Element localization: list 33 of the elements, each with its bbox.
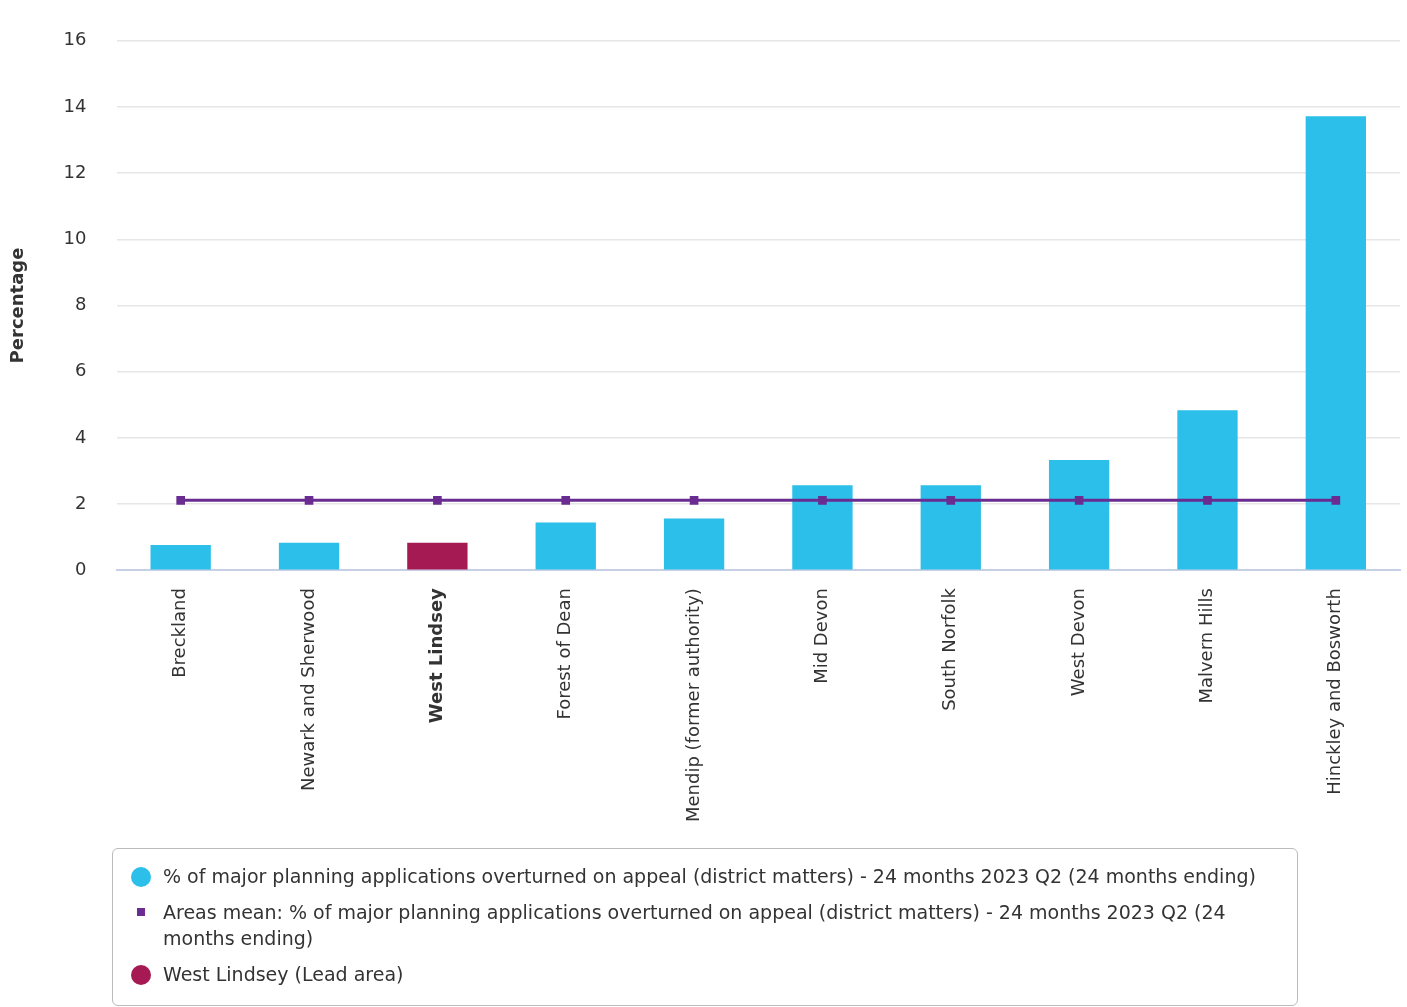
bar bbox=[150, 545, 211, 570]
y-tick-label: 4 bbox=[75, 425, 87, 447]
bar bbox=[1305, 116, 1366, 570]
x-tick-label: South Norfolk bbox=[938, 587, 960, 711]
bar bbox=[278, 542, 340, 570]
y-tick-label: 6 bbox=[75, 359, 87, 381]
bar bbox=[407, 542, 468, 570]
bar bbox=[663, 518, 725, 570]
legend-label: % of major planning applications overturned on appeal (district matters) - 24 months 2023 Q2 (24 months ending) bbox=[163, 864, 1256, 889]
bar bbox=[1177, 410, 1238, 570]
x-tick-label: Mid Devon bbox=[810, 588, 832, 684]
y-tick-label: 10 bbox=[63, 226, 87, 248]
x-tick-label: Newark and Sherwood bbox=[296, 588, 318, 792]
bar bbox=[535, 522, 596, 570]
x-tick-label: West Devon bbox=[1066, 588, 1088, 697]
bar bbox=[792, 485, 853, 570]
x-tick-label: Breckland bbox=[168, 588, 190, 678]
y-tick-label: 16 bbox=[63, 28, 87, 50]
bar bbox=[1048, 460, 1110, 570]
legend-label: West Lindsey (Lead area) bbox=[163, 962, 404, 987]
x-tick-label: Forest of Dean bbox=[553, 588, 575, 720]
y-tick-label: 0 bbox=[75, 557, 87, 579]
x-tick-label: West Lindsey bbox=[425, 587, 447, 724]
y-tick-label: 8 bbox=[75, 293, 87, 315]
y-tick-label: 12 bbox=[63, 160, 87, 182]
bar bbox=[920, 485, 981, 570]
legend-label: Areas mean: % of major planning applications overturned on appeal (district matters) - 24 months 2023 Q2 (24 months ending) bbox=[163, 900, 1227, 951]
x-tick-label: Mendip (former authority) bbox=[681, 588, 703, 822]
x-tick-label: Malvern Hills bbox=[1195, 588, 1217, 704]
y-axis-title: Percentage bbox=[6, 247, 28, 364]
y-tick-label: 14 bbox=[63, 94, 87, 116]
x-tick-label: Hinckley and Bosworth bbox=[1323, 588, 1345, 795]
y-tick-label: 2 bbox=[75, 491, 87, 513]
